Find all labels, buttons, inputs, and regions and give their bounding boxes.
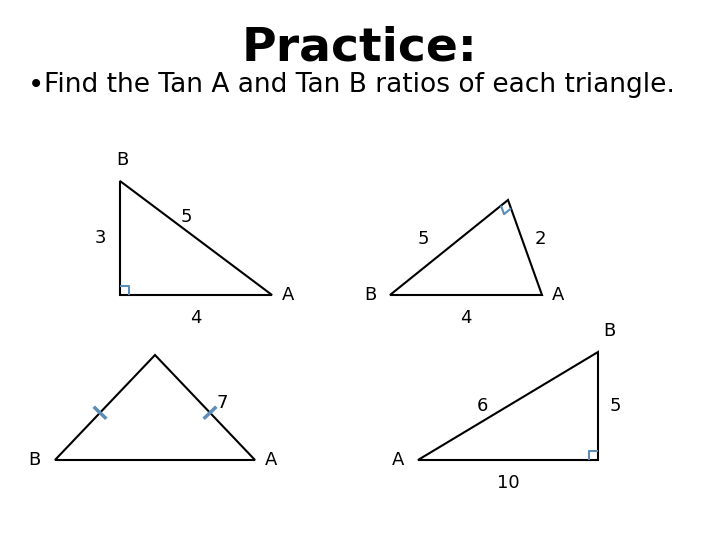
Text: 5: 5: [180, 208, 192, 226]
Text: A: A: [265, 451, 277, 469]
Text: 10: 10: [497, 474, 519, 492]
Text: Practice:: Practice:: [242, 25, 478, 71]
Text: Find the Tan A and Tan B ratios of each triangle.: Find the Tan A and Tan B ratios of each …: [44, 72, 675, 98]
Text: •: •: [28, 71, 44, 99]
Text: 2: 2: [535, 231, 546, 248]
Text: 6: 6: [477, 397, 488, 415]
Text: A: A: [392, 451, 404, 469]
Text: 7: 7: [217, 395, 228, 413]
Text: A: A: [552, 286, 564, 304]
Text: A: A: [282, 286, 294, 304]
Text: B: B: [364, 286, 376, 304]
Text: B: B: [116, 151, 128, 169]
Text: 4: 4: [190, 309, 202, 327]
Text: 5: 5: [610, 397, 621, 415]
Text: 3: 3: [94, 229, 106, 247]
Text: B: B: [29, 451, 41, 469]
Text: 4: 4: [460, 309, 472, 327]
Text: 5: 5: [418, 231, 429, 248]
Text: B: B: [603, 322, 616, 340]
